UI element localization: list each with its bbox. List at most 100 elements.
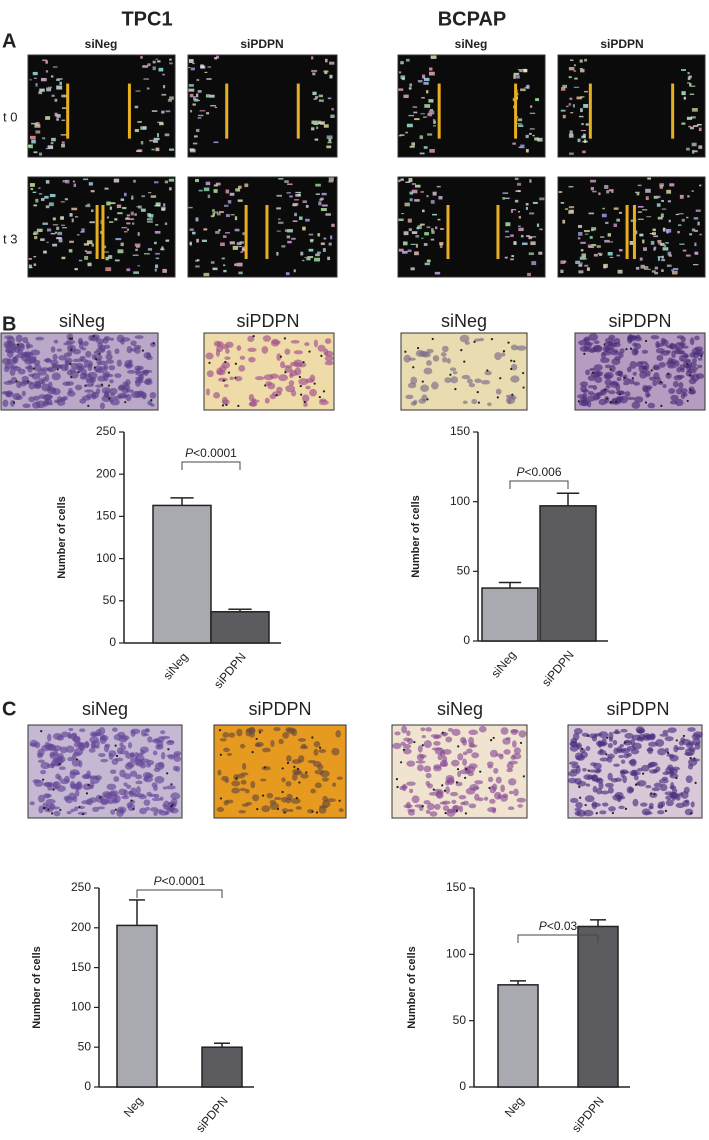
cell-speck: [572, 104, 575, 108]
cell-speck: [155, 252, 160, 255]
stained-cell: [423, 367, 433, 375]
panel-letter: B: [2, 313, 16, 335]
stained-cell: [601, 737, 607, 744]
stained-cell: [650, 335, 660, 340]
cell-speck: [34, 77, 37, 79]
pore: [511, 393, 514, 396]
pore: [150, 398, 153, 402]
y-tick-label: 200: [71, 920, 91, 934]
cell-speck: [432, 191, 437, 196]
significance-bracket: [509, 480, 569, 489]
cell-speck: [61, 119, 66, 121]
stained-cell: [405, 394, 414, 400]
stained-cell: [133, 344, 142, 349]
stained-cell: [100, 758, 109, 763]
stained-cell: [231, 787, 240, 794]
cell-speck: [212, 212, 215, 216]
cell-speck: [61, 256, 66, 260]
cell-speck: [584, 58, 588, 62]
stained-cell: [462, 400, 468, 404]
cell-speck: [51, 137, 56, 142]
stained-cell: [493, 767, 499, 774]
pore: [311, 736, 314, 739]
cell-speck: [156, 133, 160, 138]
stained-cell: [636, 728, 646, 734]
cell-speck: [161, 110, 165, 114]
stained-cell: [153, 738, 160, 743]
stained-cell: [40, 762, 50, 770]
cell-speck: [534, 137, 539, 141]
cell-speck: [699, 184, 702, 187]
pore: [606, 736, 609, 739]
pore: [114, 808, 117, 811]
cell-speck: [147, 248, 153, 251]
cell-speck: [153, 140, 158, 143]
stained-cell: [113, 776, 120, 782]
stained-cell: [305, 385, 311, 390]
cell-speck: [689, 126, 694, 130]
cell-speck: [410, 243, 416, 245]
cell-speck: [695, 209, 701, 212]
cell-speck: [606, 190, 610, 194]
cell-speck: [510, 258, 514, 261]
stained-cell: [580, 751, 588, 759]
pore: [132, 807, 135, 811]
cell-speck: [291, 237, 296, 240]
stained-cell: [118, 394, 129, 399]
cell-speck: [47, 145, 54, 150]
stained-cell: [425, 772, 432, 779]
stained-cell: [123, 773, 132, 780]
cell-speck: [331, 108, 334, 111]
cell-speck: [510, 209, 513, 213]
cell-speck: [398, 218, 404, 222]
stained-cell: [413, 399, 418, 405]
stained-cell: [238, 365, 246, 372]
stained-cell: [690, 801, 695, 808]
stained-cell: [17, 342, 25, 349]
stained-cell: [657, 748, 667, 756]
cell-speck: [61, 94, 67, 98]
cell-speck: [694, 251, 699, 255]
cell-speck: [652, 232, 656, 236]
stained-cell: [610, 350, 621, 356]
cell-speck: [188, 59, 194, 63]
cell-speck: [60, 134, 67, 136]
cell-speck: [39, 152, 42, 156]
cell-speck: [137, 121, 142, 123]
cell-speck: [209, 94, 215, 98]
stained-cell: [623, 753, 630, 759]
stained-cell: [610, 777, 618, 783]
cell-speck: [426, 259, 431, 263]
stained-cell: [634, 396, 644, 403]
cell-speck: [292, 220, 298, 222]
cell-speck: [46, 241, 49, 243]
stained-cell: [254, 376, 265, 381]
stained-cell: [251, 399, 260, 403]
cell-speck: [413, 111, 418, 114]
cell-speck: [584, 233, 589, 235]
cell-speck: [45, 205, 50, 209]
condition-label: siNeg: [85, 37, 118, 51]
stained-cell: [81, 774, 92, 780]
pore: [298, 781, 301, 784]
stained-cell: [312, 761, 322, 767]
stained-cell: [634, 343, 642, 350]
stained-cell: [88, 335, 93, 341]
cell-speck: [602, 207, 605, 210]
stained-cell: [585, 783, 591, 787]
stained-cell: [153, 811, 158, 817]
pore: [595, 812, 598, 815]
stained-cell: [468, 729, 478, 736]
cell-speck: [523, 68, 528, 73]
micrograph: [187, 176, 338, 278]
stained-cell: [313, 748, 319, 756]
bar: [116, 924, 158, 1088]
stained-cell: [286, 793, 293, 801]
cell-speck: [295, 191, 301, 194]
cell-speck: [400, 178, 404, 181]
stained-cell: [91, 391, 99, 399]
cell-speck: [207, 66, 212, 68]
cell-speck: [155, 264, 159, 268]
cell-speck: [403, 231, 409, 236]
